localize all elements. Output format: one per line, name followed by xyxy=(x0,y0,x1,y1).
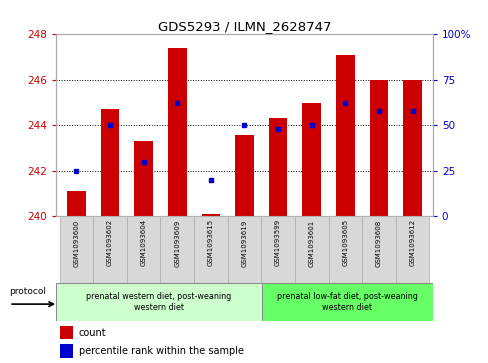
Bar xyxy=(126,216,160,283)
Bar xyxy=(362,216,395,283)
Bar xyxy=(369,80,387,216)
Title: GDS5293 / ILMN_2628747: GDS5293 / ILMN_2628747 xyxy=(158,20,330,33)
Bar xyxy=(395,216,428,283)
Text: count: count xyxy=(79,327,106,338)
Text: GSM1093602: GSM1093602 xyxy=(107,219,113,266)
Text: prenatal low-fat diet, post-weaning
western diet: prenatal low-fat diet, post-weaning west… xyxy=(276,292,417,312)
Text: GSM1093600: GSM1093600 xyxy=(73,219,79,266)
Bar xyxy=(302,102,320,216)
Bar xyxy=(328,216,362,283)
Bar xyxy=(134,141,153,216)
Text: GSM1093609: GSM1093609 xyxy=(174,219,180,266)
Text: GSM1093599: GSM1093599 xyxy=(275,219,281,266)
Bar xyxy=(268,118,287,216)
Bar xyxy=(261,216,294,283)
Bar xyxy=(160,216,194,283)
Bar xyxy=(60,216,93,283)
Text: protocol: protocol xyxy=(9,287,46,296)
Bar xyxy=(227,216,261,283)
Bar xyxy=(294,216,328,283)
Bar xyxy=(403,80,421,216)
Bar xyxy=(56,283,261,321)
Bar xyxy=(93,216,126,283)
Bar xyxy=(201,214,220,216)
Bar xyxy=(67,191,85,216)
Text: GSM1093612: GSM1093612 xyxy=(409,219,415,266)
Text: GSM1093604: GSM1093604 xyxy=(141,219,146,266)
Bar xyxy=(235,135,253,216)
Text: percentile rank within the sample: percentile rank within the sample xyxy=(79,346,244,356)
Text: GSM1093608: GSM1093608 xyxy=(375,219,381,266)
Text: GSM1093605: GSM1093605 xyxy=(342,219,347,266)
Text: GSM1093619: GSM1093619 xyxy=(241,219,247,266)
Text: GSM1093615: GSM1093615 xyxy=(207,219,213,266)
Bar xyxy=(194,216,227,283)
Bar xyxy=(101,109,119,216)
Bar xyxy=(60,326,73,339)
Bar xyxy=(168,48,186,216)
Bar xyxy=(60,344,73,358)
Bar xyxy=(261,283,432,321)
Text: prenatal western diet, post-weaning
western diet: prenatal western diet, post-weaning west… xyxy=(86,292,231,312)
Bar xyxy=(335,55,354,216)
Text: GSM1093601: GSM1093601 xyxy=(308,219,314,266)
